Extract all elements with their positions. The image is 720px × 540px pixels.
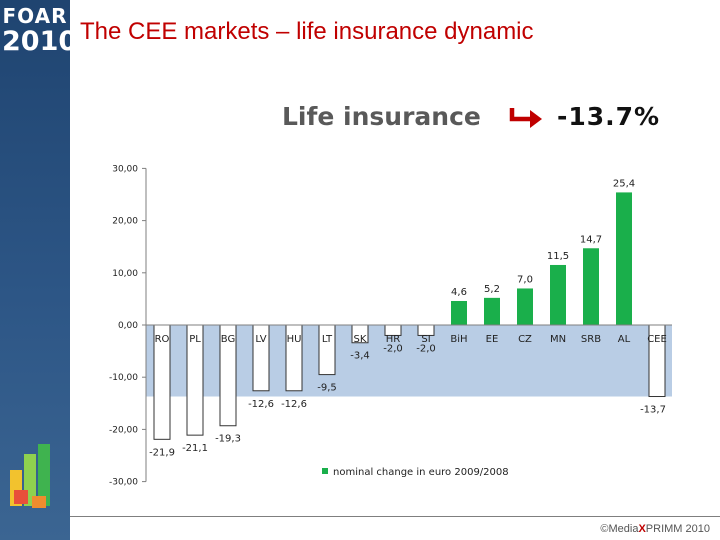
category-label: CZ [518, 334, 532, 345]
category-label: LV [255, 334, 266, 345]
bar-chart-decoration-icon [10, 444, 50, 508]
y-tick-label: 0,00 [118, 321, 138, 331]
value-label: -19,3 [215, 434, 241, 445]
y-tick-label: -30,00 [109, 478, 138, 488]
copyright-prefix: ©Media [600, 523, 639, 535]
y-tick-label: -10,00 [109, 373, 138, 383]
category-label: CEE [647, 334, 667, 345]
value-label: 5,2 [484, 284, 500, 295]
bar [583, 248, 599, 325]
bar [318, 324, 336, 376]
category-label: BiH [450, 334, 467, 345]
logo-line-1: FOAR [2, 4, 68, 28]
value-label: 4,6 [451, 287, 467, 298]
headline-value: -13.7% [557, 102, 661, 131]
value-label: -21,9 [149, 447, 175, 458]
category-label: AL [618, 334, 631, 345]
legend-label: nominal change in euro 2009/2008 [333, 467, 509, 478]
category-label: MN [550, 334, 566, 345]
value-label: -13,7 [640, 405, 666, 416]
value-label: 14,7 [580, 234, 602, 245]
category-label: LT [322, 334, 333, 345]
value-label: 25,4 [613, 178, 635, 189]
category-label: EE [486, 334, 499, 345]
copyright-suffix: PRIMM 2010 [645, 523, 710, 535]
category-label: SI [421, 334, 430, 345]
copyright-x: X [638, 523, 646, 535]
headline-label: Life insurance [282, 102, 481, 131]
logo-line-2: 2010 [2, 26, 78, 57]
logo: FOAR 2010 [2, 4, 78, 57]
slide-title: The CEE markets – life insurance dynamic [80, 18, 534, 45]
category-label: BG [221, 334, 235, 345]
legend-swatch [322, 468, 328, 474]
y-tick-label: 20,00 [112, 217, 138, 227]
footer-divider [70, 516, 720, 517]
y-tick-label: 10,00 [112, 269, 138, 279]
value-label: -12,6 [248, 399, 274, 410]
copyright: ©MediaXPRIMM 2010 [600, 523, 710, 535]
category-label: RO [155, 334, 170, 345]
value-label: 11,5 [547, 251, 569, 262]
category-label: SK [354, 334, 367, 345]
value-label: -12,6 [281, 399, 307, 410]
value-label: 7,0 [517, 274, 533, 285]
category-label: HU [287, 334, 302, 345]
category-label: HR [386, 334, 401, 345]
y-tick-label: 30,00 [112, 164, 138, 174]
bar [550, 264, 566, 325]
value-label: -21,1 [182, 443, 208, 454]
category-label: PL [189, 334, 201, 345]
value-label: -2,0 [383, 343, 403, 354]
bar [616, 192, 632, 325]
category-label: SRB [581, 334, 601, 345]
bar [484, 297, 500, 325]
y-tick-label: -20,00 [109, 425, 138, 435]
down-right-arrow-icon [509, 108, 542, 128]
value-label: -9,5 [317, 383, 337, 394]
bar [517, 288, 533, 325]
headline: Life insurance -13.7% [282, 100, 682, 140]
bar [451, 300, 467, 325]
sidebar-band: FOAR 2010 [0, 0, 78, 540]
value-label: -2,0 [416, 343, 436, 354]
value-label: -3,4 [350, 351, 370, 362]
